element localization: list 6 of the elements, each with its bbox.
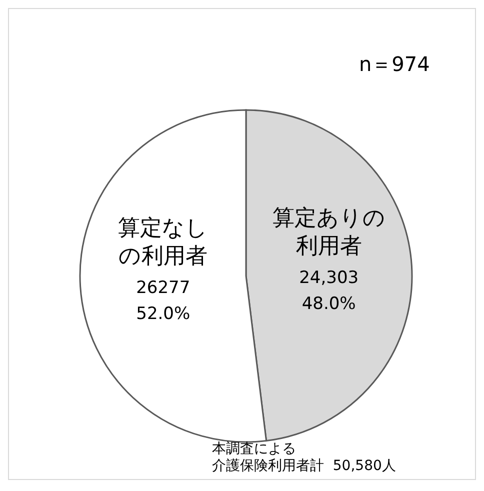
data-label: 26277 52.0% [136,278,190,324]
data-label: 24,303 48.0% [299,268,359,314]
text: 本調査による介護保険利用者計 50,580人 [212,441,396,475]
slice-label: 算定なしの利用者 [118,216,208,270]
slice-label: 算定ありの利用者 [272,206,386,259]
text: n＝974 [359,51,430,78]
